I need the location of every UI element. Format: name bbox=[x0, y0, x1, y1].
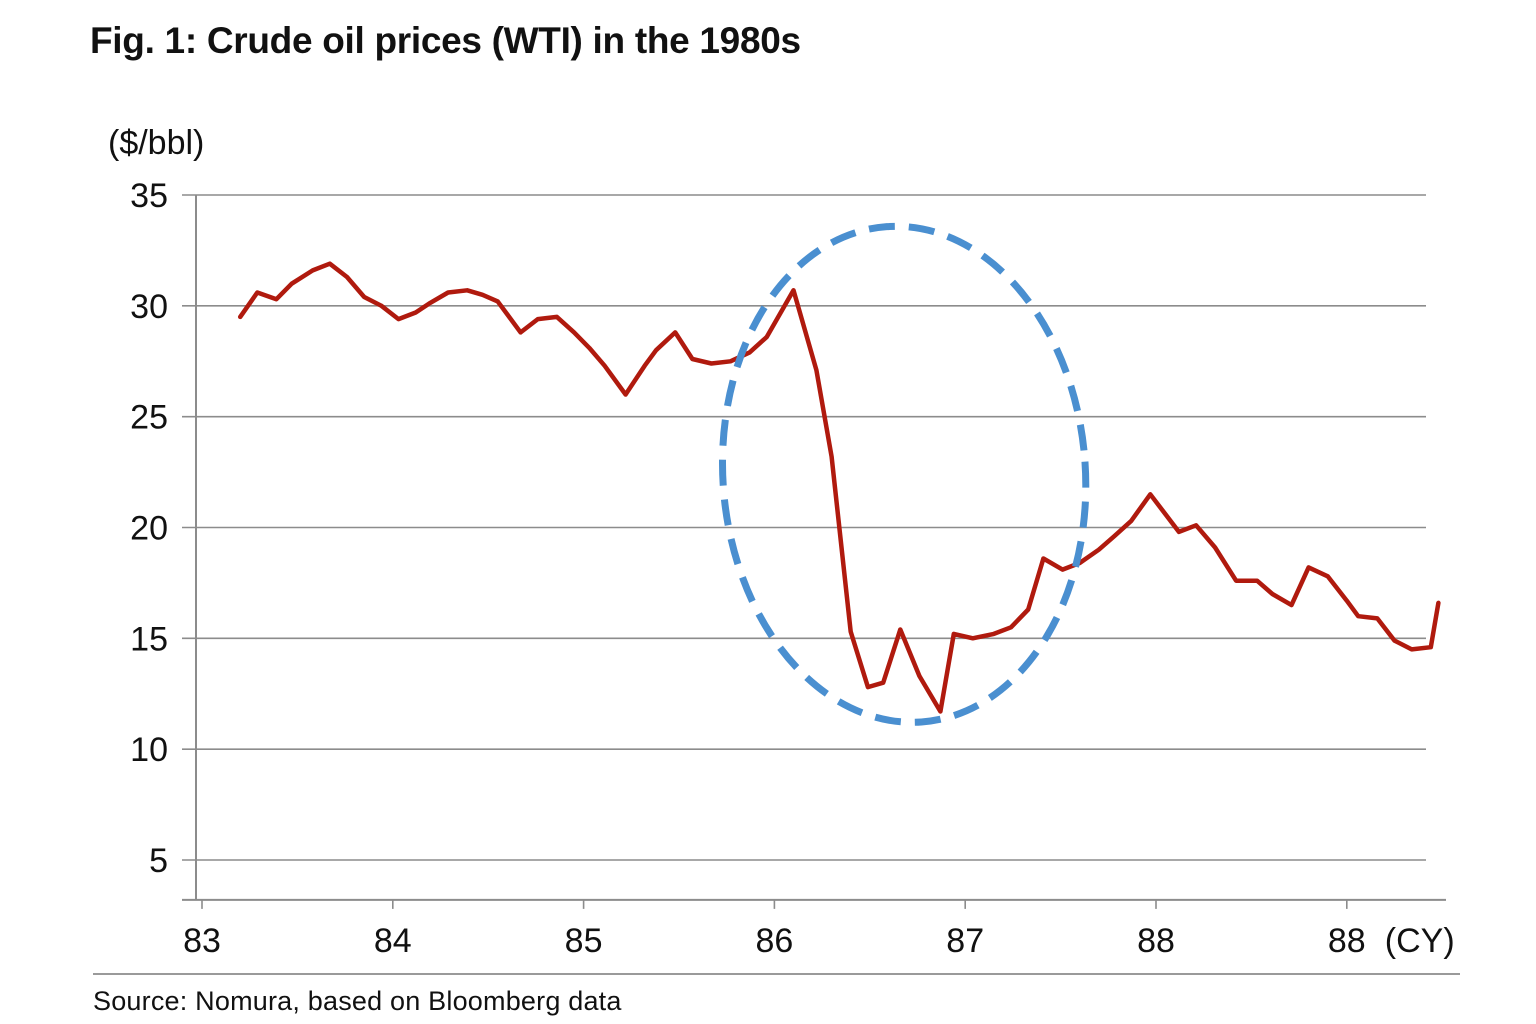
highlight-ellipse bbox=[718, 222, 1090, 726]
y-tick-label: 10 bbox=[130, 731, 168, 769]
footer-divider bbox=[93, 973, 1460, 975]
x-tick-label: 85 bbox=[565, 922, 603, 960]
source-note: Source: Nomura, based on Bloomberg data bbox=[93, 986, 622, 1016]
gridlines bbox=[182, 194, 1426, 861]
x-tick-label: 83 bbox=[183, 922, 221, 960]
y-tick-label: 30 bbox=[130, 288, 168, 326]
y-tick-label: 20 bbox=[130, 510, 168, 548]
y-tick-label: 5 bbox=[149, 842, 168, 880]
series-line-wti bbox=[237, 261, 1441, 714]
x-tick-label: 88 bbox=[1137, 922, 1175, 960]
x-tick-label: 88 bbox=[1328, 922, 1366, 960]
x-tick-label: 84 bbox=[374, 922, 412, 960]
x-tick-labels: 83 84 85 86 87 88 88 (CY) bbox=[183, 922, 1455, 960]
series bbox=[237, 261, 1441, 714]
y-axis-unit-label: ($/bbl) bbox=[108, 124, 205, 162]
y-tick-label: 35 bbox=[130, 177, 168, 215]
axes bbox=[182, 195, 1446, 909]
y-tick-labels: 5 10 15 20 25 30 35 bbox=[130, 177, 168, 880]
y-tick-label: 25 bbox=[130, 399, 168, 437]
figure-title: Fig. 1: Crude oil prices (WTI) in the 19… bbox=[90, 20, 801, 61]
x-axis-unit-label: (CY) bbox=[1385, 922, 1455, 960]
x-tick-label: 86 bbox=[755, 922, 793, 960]
x-tick-label: 87 bbox=[946, 922, 984, 960]
annotations bbox=[718, 222, 1090, 726]
y-tick-label: 15 bbox=[130, 620, 168, 658]
